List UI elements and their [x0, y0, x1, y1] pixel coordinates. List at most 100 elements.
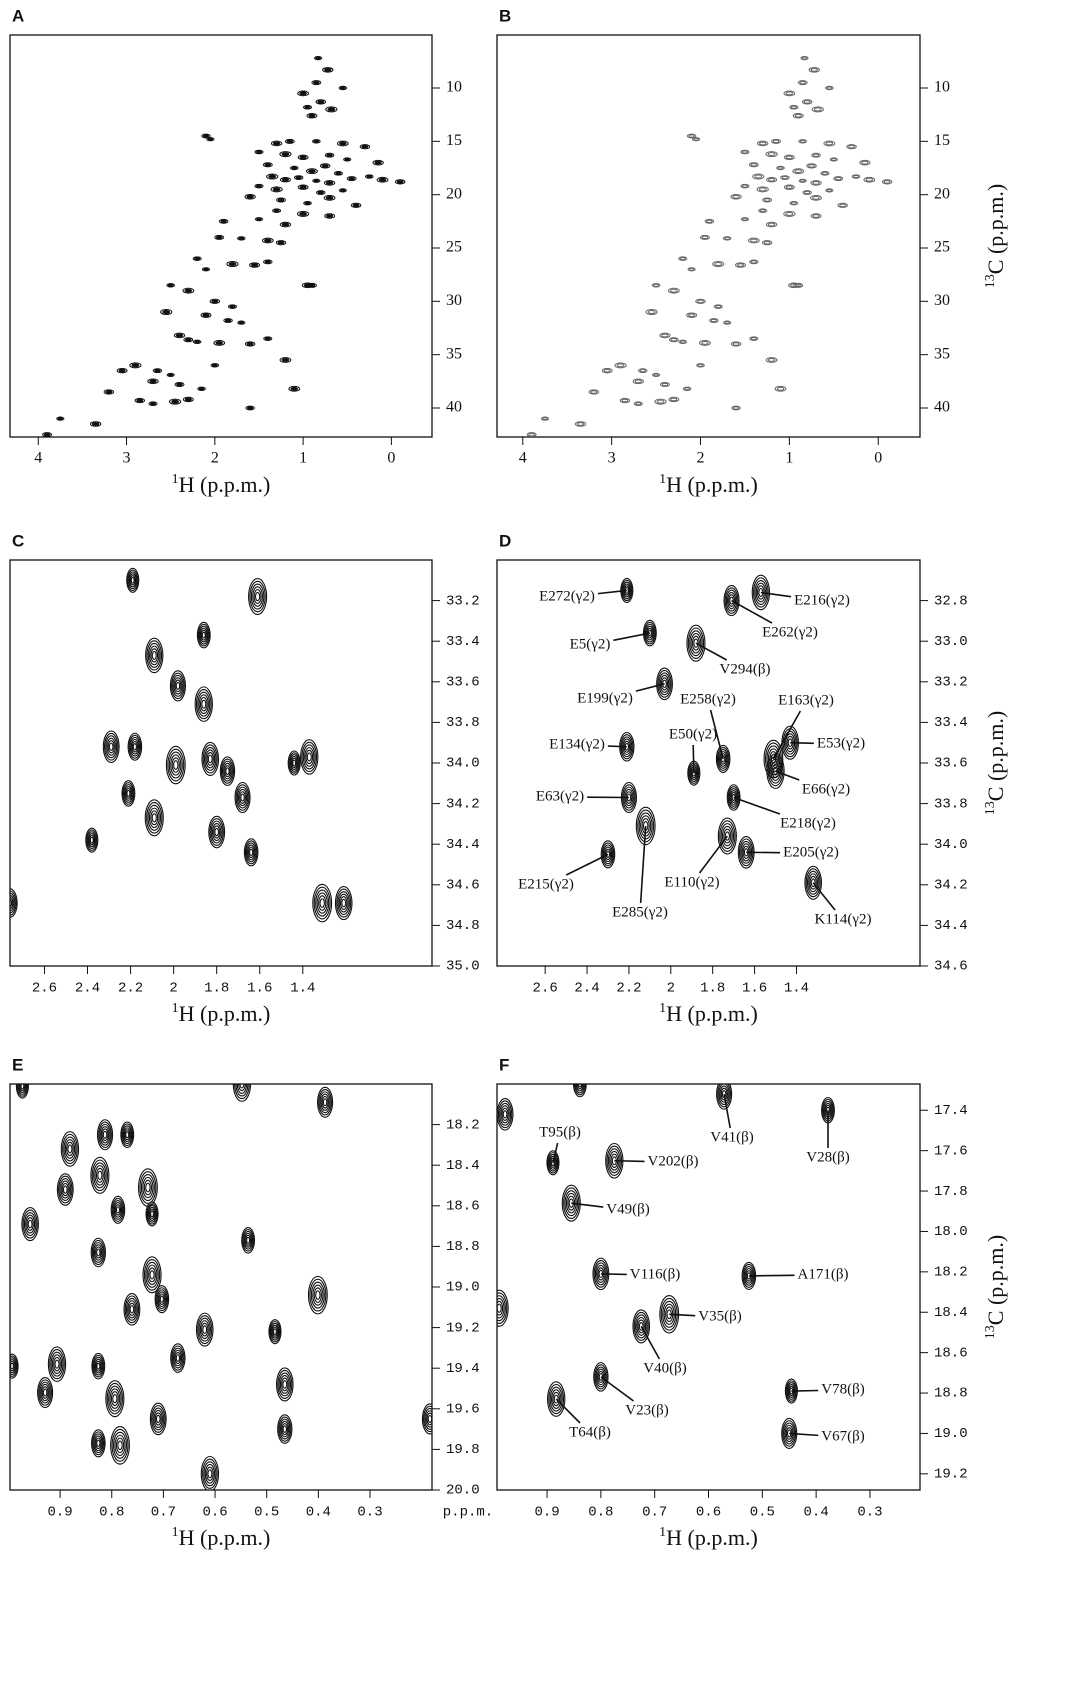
contour-level [304, 105, 311, 109]
contour-level [234, 781, 251, 814]
contour-level [653, 283, 659, 287]
contour-level [201, 133, 211, 139]
contour-level [337, 891, 350, 916]
peak [194, 686, 213, 722]
contour-level [272, 1326, 278, 1337]
contour-level [290, 755, 298, 771]
contour-level [223, 318, 233, 323]
x-tick-label: 0.9 [534, 1505, 559, 1521]
contour-level [249, 580, 266, 613]
contour-level [10, 1359, 16, 1374]
peak-label: V49(β) [606, 1201, 649, 1217]
contour-level [810, 878, 816, 888]
leader-line [790, 741, 814, 745]
peak-label: V35(β) [698, 1308, 741, 1324]
contour-level [136, 398, 144, 403]
peak [323, 194, 336, 201]
contour-level [275, 240, 287, 246]
x-axis-label-text: H (p.p.m.) [666, 1525, 758, 1550]
contour-level [244, 194, 256, 200]
contour-level [151, 813, 157, 823]
contour-level [250, 583, 265, 610]
peak [376, 176, 389, 183]
peak [810, 194, 822, 201]
contour-level [203, 1461, 217, 1487]
peak-label: E199(γ2) [577, 690, 633, 706]
contour-level [171, 757, 180, 773]
peak [208, 815, 226, 849]
contour-level [174, 679, 182, 693]
peak [232, 1084, 252, 1102]
contour-level [597, 1370, 605, 1383]
peak [315, 190, 326, 195]
peak [270, 186, 283, 193]
contour-level [881, 179, 893, 185]
contour-level [261, 237, 274, 244]
contour-level [149, 1270, 155, 1280]
contour-level [313, 139, 320, 143]
peak [129, 362, 142, 369]
contour-level [811, 106, 824, 113]
contour-level [175, 1354, 181, 1362]
contour-level [724, 321, 730, 325]
contour-level [279, 221, 292, 228]
x-axis-label-text: H (p.p.m.) [666, 472, 758, 497]
contour-level [198, 1317, 211, 1342]
contour-level [92, 1354, 105, 1378]
peak [102, 730, 120, 764]
contour-level [798, 139, 808, 144]
peak [635, 806, 656, 846]
peak [783, 184, 795, 190]
contour-level [199, 627, 208, 643]
contour-level [153, 1409, 164, 1428]
contour-level [526, 432, 537, 437]
contour-level [134, 397, 146, 404]
contour-level [236, 1084, 248, 1094]
contour-level [724, 587, 739, 614]
peak [364, 174, 374, 179]
contour-level [272, 208, 282, 213]
contour-level [619, 397, 631, 404]
contour-level [168, 398, 182, 405]
contour-level [108, 1385, 122, 1412]
contour-level [710, 318, 717, 323]
contour-level [151, 650, 157, 660]
peak [120, 1121, 135, 1149]
x-tick-label: 0.6 [696, 1505, 721, 1521]
contour-level [322, 1098, 328, 1107]
y-tick-label: 33.6 [446, 675, 480, 691]
contour-level [89, 836, 94, 844]
peak [312, 139, 321, 144]
y-tick-label: 33.4 [446, 634, 480, 650]
contour-level [497, 1295, 506, 1322]
x-axis-label-text: H (p.p.m.) [179, 1001, 271, 1026]
contour-level [150, 810, 159, 826]
contour-level [245, 1234, 252, 1246]
peaks [42, 56, 406, 437]
contour-level [806, 870, 820, 895]
contour-level [668, 337, 679, 343]
contour-level [99, 1123, 111, 1146]
plot-frame [9, 559, 433, 967]
contour-level [638, 812, 653, 840]
contour-level [112, 1199, 124, 1220]
contour-level [720, 753, 727, 765]
contour-level [808, 164, 815, 168]
contour-level [831, 158, 837, 161]
contour-level [810, 194, 822, 201]
contour-level [63, 1136, 77, 1162]
contour-level [212, 363, 218, 367]
contour-level [307, 1275, 328, 1315]
contour-level [90, 1156, 110, 1194]
contour-level [732, 406, 740, 410]
contour-level [803, 100, 811, 104]
peak [678, 339, 688, 345]
contour-level [242, 1228, 255, 1252]
contour-level [729, 596, 734, 605]
contour-level [501, 1107, 509, 1121]
contour-level [789, 104, 799, 110]
y-tick-label: 20 [934, 185, 950, 202]
contour-level [148, 807, 160, 829]
contour-level [749, 336, 759, 341]
